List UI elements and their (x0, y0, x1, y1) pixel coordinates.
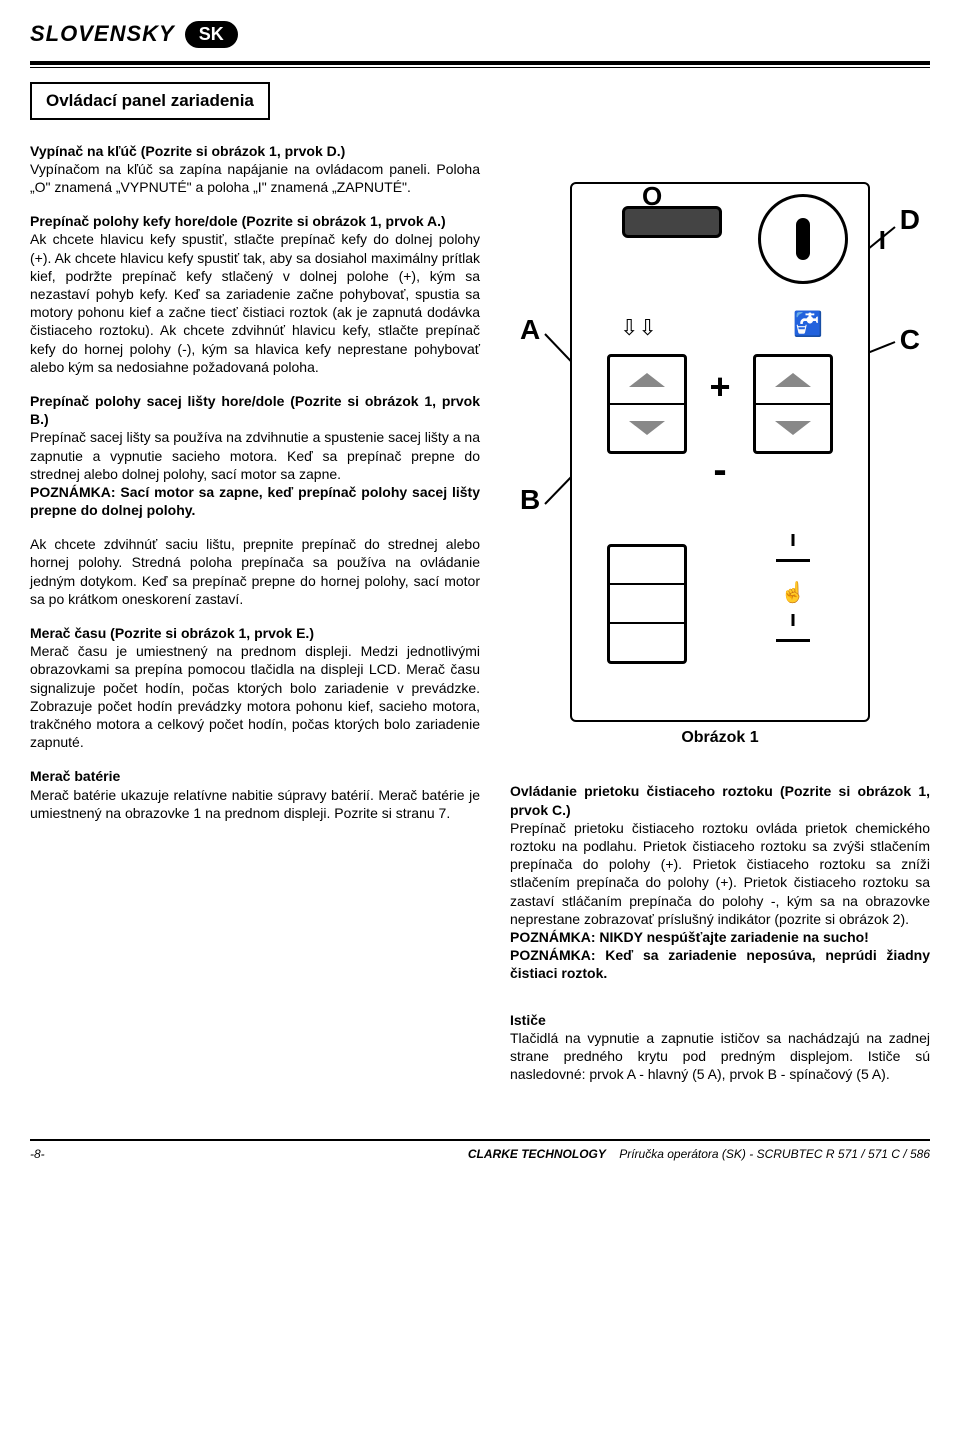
para-brush: Prepínač polohy kefy hore/dole (Pozrite … (30, 212, 480, 376)
figure-1: A B C D E (530, 182, 910, 749)
rocker-brush (607, 354, 687, 454)
callout-c: C (900, 322, 920, 358)
note-solution2: POZNÁMKA: Keď sa zariadenie neposúva, ne… (510, 947, 930, 981)
head-battery: Merač batérie (30, 768, 120, 784)
left-column: Vypínač na kľúč (Pozrite si obrázok 1, p… (30, 142, 480, 1100)
body-solution: Prepínač prietoku čistiaceho roztoku ovl… (510, 820, 930, 927)
para-timer: Merač času (Pozrite si obrázok 1, prvok … (30, 624, 480, 751)
tap-icon: 🚰 (793, 309, 823, 340)
body-keyswitch: Vypínačom na kľúč sa zapína napájanie na… (30, 161, 480, 195)
head-solution: Ovládanie prietoku čistiaceho roztoku (P… (510, 783, 930, 817)
triangle-up-icon (629, 373, 665, 387)
control-panel: O I ⇩⇩ 🚰 + - (570, 182, 870, 722)
dial-on-label: I (879, 224, 886, 258)
head-squeegee: Prepínač polohy sacej lišty hore/dole (P… (30, 393, 480, 427)
lcd-display (622, 206, 722, 238)
callout-a: A (520, 312, 540, 348)
triangle-down-icon (629, 421, 665, 435)
page-number: -8- (30, 1147, 45, 1163)
note-solution1: POZNÁMKA: NIKDY nespúšťajte zariadenie n… (510, 929, 869, 945)
hand-icon: ☝ (781, 580, 806, 606)
footer: -8- CLARKE TECHNOLOGY Príručka operátora… (30, 1147, 930, 1163)
minus-label: - (713, 444, 726, 496)
para-keyswitch: Vypínač na kľúč (Pozrite si obrázok 1, p… (30, 142, 480, 197)
para-solution: Ovládanie prietoku čistiaceho roztoku (P… (510, 782, 930, 982)
squeegee-up-icon (776, 544, 810, 562)
dial-off-label: O (642, 180, 662, 214)
para-battery: Merač batérie Merač batérie ukazuje rela… (30, 767, 480, 822)
head-keyswitch: Vypínač na kľúč (Pozrite si obrázok 1, p… (30, 143, 345, 159)
head-breakers: Ističe (510, 1012, 546, 1028)
note-squeegee: POZNÁMKA: Sací motor sa zapne, keď prepí… (30, 484, 480, 518)
head-timer: Merač času (Pozrite si obrázok 1, prvok … (30, 625, 314, 641)
figure-caption: Obrázok 1 (530, 728, 910, 749)
para-breakers: Ističe Tlačidlá na vypnutie a zapnutie i… (510, 1011, 930, 1084)
para-squeegee: Prepínač polohy sacej lišty hore/dole (P… (30, 392, 480, 519)
squeegee-icons: ☝ (768, 544, 818, 642)
language-label: SLOVENSKY (30, 20, 175, 49)
footer-rule (30, 1139, 930, 1141)
callout-b: B (520, 482, 540, 518)
head-brush: Prepínač polohy kefy hore/dole (Pozrite … (30, 213, 446, 229)
squeegee-down-icon (776, 624, 810, 642)
triangle-up-icon (775, 373, 811, 387)
footer-brand: CLARKE TECHNOLOGY (468, 1147, 606, 1161)
body-brush: Ak chcete hlavicu kefy spustiť, stlačte … (30, 231, 480, 374)
right-column: A B C D E (510, 142, 930, 1100)
brush-icon: ⇩⇩ (620, 314, 657, 343)
callout-d: D (900, 202, 920, 238)
top-rule (30, 61, 930, 68)
key-slot-icon (796, 218, 810, 260)
rocker-solution (753, 354, 833, 454)
right-text-block: Ovládanie prietoku čistiaceho roztoku (P… (510, 782, 930, 1083)
plus-label: + (709, 364, 730, 411)
section-title: Ovládací panel zariadenia (30, 82, 270, 120)
body-battery: Merač batérie ukazuje relatívne nabitie … (30, 787, 480, 821)
rocker-squeegee (607, 544, 687, 664)
para-squeegee2: Ak chcete zdvihnúť saciu lištu, prepnite… (30, 535, 480, 608)
main-columns: Vypínač na kľúč (Pozrite si obrázok 1, p… (30, 142, 930, 1100)
body-breakers: Tlačidlá na vypnutie a zapnutie ističov … (510, 1030, 930, 1082)
language-badge: SK (185, 21, 238, 48)
key-dial (758, 194, 848, 284)
header: SLOVENSKY SK (30, 20, 930, 49)
footer-doc: Príručka operátora (SK) - SCRUBTEC R 571… (619, 1147, 930, 1161)
triangle-down-icon (775, 421, 811, 435)
body-squeegee: Prepínač sacej lišty sa používa na zdvih… (30, 429, 480, 481)
body-timer: Merač času je umiestnený na prednom disp… (30, 643, 480, 750)
